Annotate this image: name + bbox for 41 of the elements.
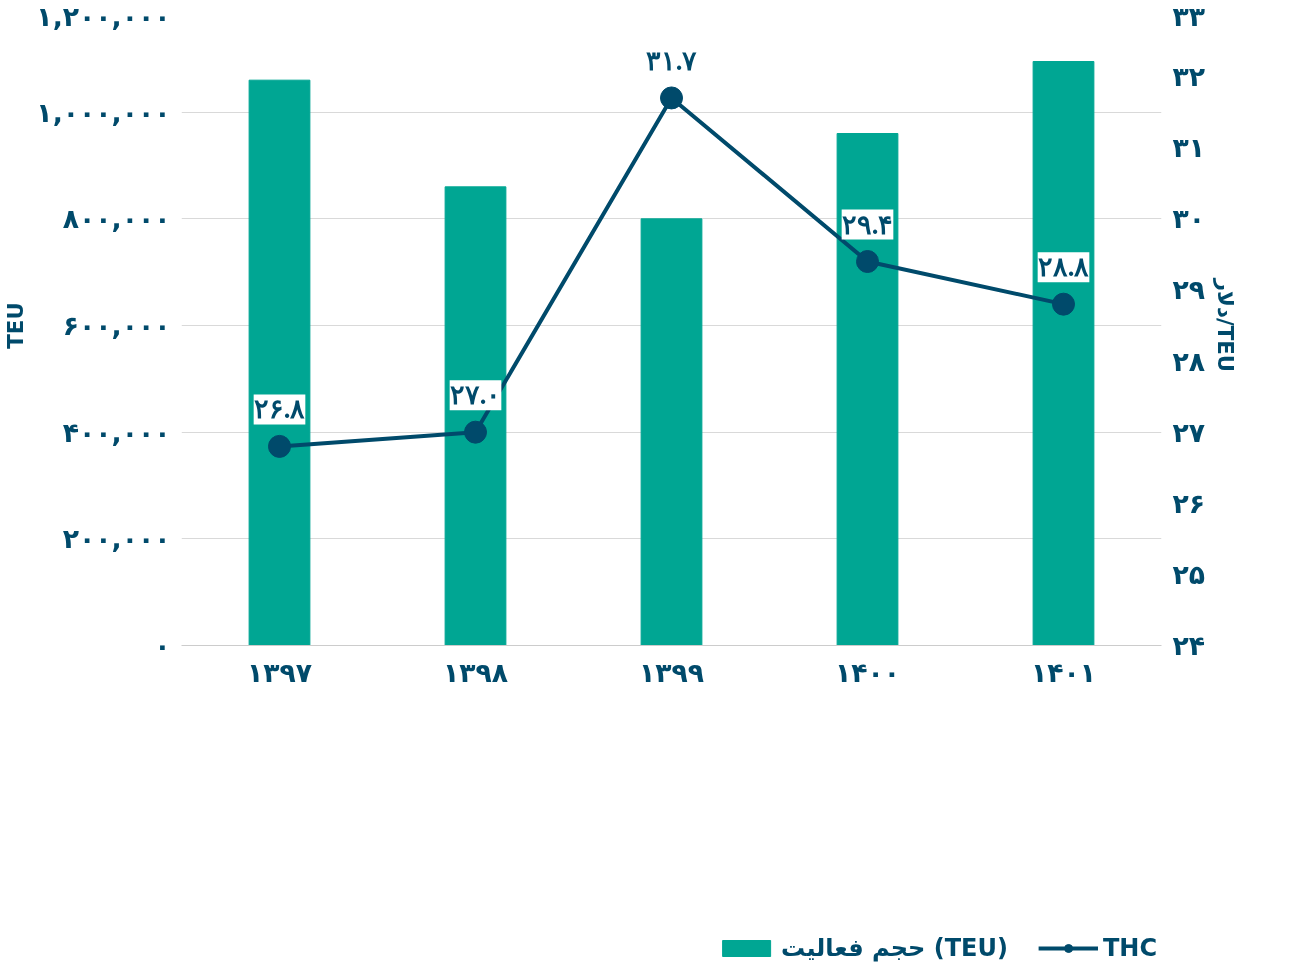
bar — [248, 79, 311, 646]
bar — [444, 186, 507, 646]
y-tick-label: ۰ — [154, 630, 171, 661]
bar — [836, 133, 899, 646]
x-tick-label: ۱۴۰۰ — [834, 656, 901, 688]
y-tick-label: ۲۰۰,۰۰۰ — [62, 523, 171, 555]
bar — [1032, 61, 1095, 646]
y2-tick-label: ۲۵ — [1172, 558, 1206, 590]
data-label: ۲۸.۸ — [1037, 252, 1090, 283]
bar — [640, 218, 703, 646]
y-tick-label: ۶۰۰,۰۰۰ — [62, 310, 171, 341]
x-tick-label: ۱۳۹۹ — [638, 656, 705, 688]
point — [464, 420, 487, 444]
legend-label: THC — [1102, 934, 1157, 962]
data-label: ۲۹.۴ — [841, 209, 894, 240]
x-tick-label: ۱۳۹۸ — [442, 656, 509, 688]
y-tick-label: ۱,۰۰۰,۰۰۰ — [36, 96, 171, 128]
x-tick-label: ۱۴۰۱ — [1030, 656, 1097, 688]
y2-tick-label: ۳۰ — [1172, 203, 1206, 235]
point — [660, 86, 683, 110]
y2-tick-label: ۳۱ — [1172, 132, 1206, 164]
x-tick-label: ۱۳۹۷ — [246, 656, 313, 688]
point — [1052, 292, 1075, 316]
y-tick-label: ۸۰۰,۰۰۰ — [62, 203, 171, 235]
y2-tick-label: ۲۴ — [1172, 630, 1206, 661]
point — [268, 434, 291, 458]
y-tick-label: ۱,۲۰۰,۰۰۰ — [36, 0, 171, 32]
point — [856, 250, 879, 273]
legend-label: حجم فعالیت (TEU) — [781, 934, 1008, 962]
y-tick-label: ۴۰۰,۰۰۰ — [62, 416, 171, 448]
y2-tick-label: ۲۸ — [1172, 345, 1206, 377]
y2-tick-label: ۳۳ — [1172, 0, 1206, 32]
data-label: ۲۶.۸ — [253, 394, 306, 425]
data-label: ۳۱.۷ — [645, 45, 698, 76]
data-label: ۲۷.۰ — [449, 380, 502, 411]
y2-tick-label: ۲۶ — [1172, 487, 1206, 519]
y2-tick-label: ۲۹ — [1172, 274, 1206, 306]
y2-tick-label: ۳۲ — [1172, 61, 1206, 93]
y-axis-title: TEU — [3, 302, 29, 349]
y2-tick-label: ۲۷ — [1172, 416, 1206, 448]
y2-axis-title: دلار/TEU — [1213, 277, 1239, 373]
